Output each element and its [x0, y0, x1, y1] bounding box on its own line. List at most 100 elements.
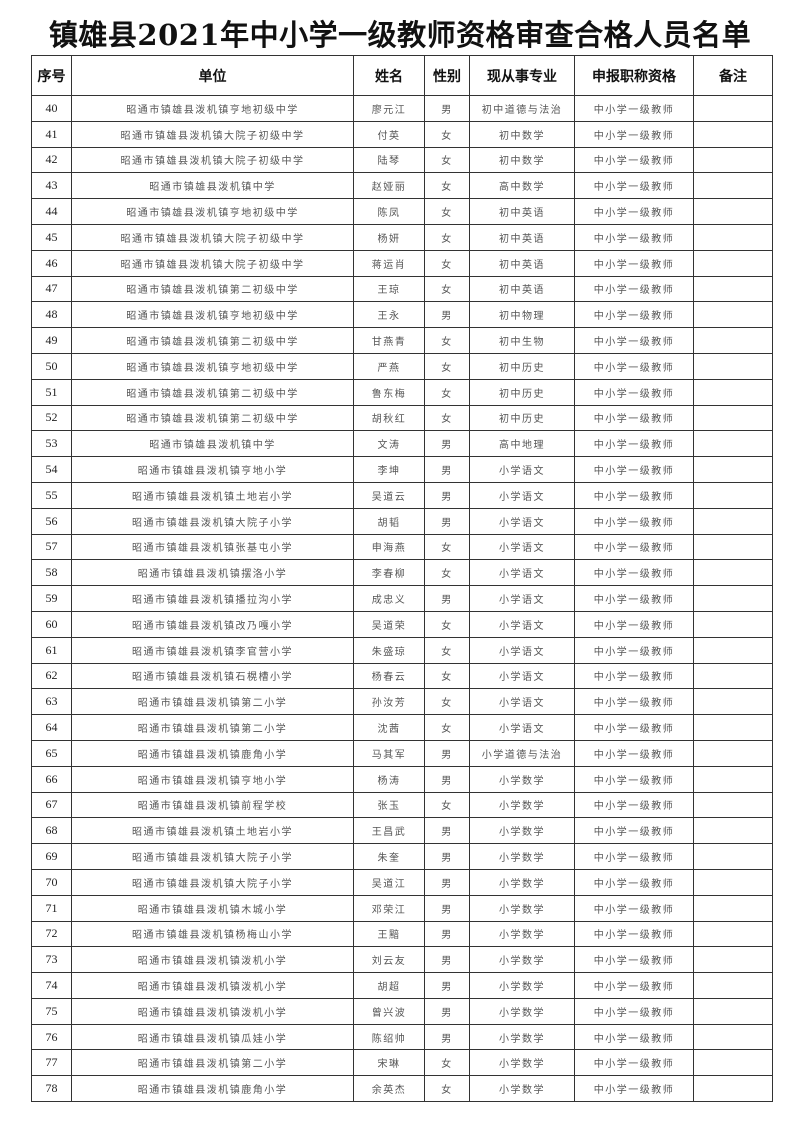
- cell-unit: 昭通市镇雄县泼机镇大院子小学: [71, 868, 354, 896]
- cell-no: 77: [31, 1049, 72, 1077]
- cell-note: [693, 739, 773, 767]
- table-row: 53 昭通市镇雄县泼机镇中学 文涛男高中地理 中小学一级教师: [31, 430, 773, 458]
- cell-title: 中小学一级教师: [574, 533, 694, 561]
- cell-name: 王琼: [353, 275, 425, 303]
- cell-name: 申海燕: [353, 533, 425, 561]
- cell-gender: 女: [424, 146, 470, 174]
- cell-gender: 女: [424, 662, 470, 690]
- cell-gender: 女: [424, 198, 470, 225]
- header-gender: 性别: [424, 55, 470, 96]
- cell-gender: 女: [424, 378, 470, 406]
- cell-major: 小学数学: [469, 791, 575, 819]
- cell-no: 43: [31, 172, 72, 200]
- cell-unit: 昭通市镇雄县泼机镇泼机小学: [71, 972, 354, 999]
- cell-note: [693, 636, 773, 664]
- table-row: 58 昭通市镇雄县泼机镇摆洛小学 李春柳女小学语文 中小学一级教师: [31, 559, 773, 587]
- table-row: 76 昭通市镇雄县泼机镇瓜娃小学 陈绍帅男小学数学 中小学一级教师: [31, 1023, 773, 1051]
- cell-unit: 昭通市镇雄县泼机镇第二小学: [71, 714, 354, 741]
- table-row: 70 昭通市镇雄县泼机镇大院子小学 吴道江男小学数学 中小学一级教师: [31, 868, 773, 896]
- table-row: 67 昭通市镇雄县泼机镇前程学校 张玉女小学数学 中小学一级教师: [31, 791, 773, 819]
- cell-gender: 男: [424, 430, 470, 458]
- cell-note: [693, 817, 773, 845]
- cell-major: 小学数学: [469, 1049, 575, 1077]
- cell-unit: 昭通市镇雄县泼机镇大院子小学: [71, 843, 354, 870]
- table-row: 47 昭通市镇雄县泼机镇第二初级中学 王琼女初中英语 中小学一级教师: [31, 275, 773, 303]
- header-note: 备注: [693, 55, 773, 96]
- cell-name: 刘云友: [353, 946, 425, 974]
- cell-no: 67: [31, 791, 72, 819]
- cell-unit: 昭通市镇雄县泼机镇亨地初级中学: [71, 95, 354, 122]
- table-row: 78 昭通市镇雄县泼机镇鹿角小学 余英杰女小学数学 中小学一级教师: [31, 1075, 773, 1103]
- cell-name: 廖元江: [353, 95, 425, 122]
- cell-no: 46: [31, 249, 72, 277]
- cell-no: 53: [31, 430, 72, 458]
- cell-major: 小学语文: [469, 559, 575, 587]
- cell-note: [693, 946, 773, 974]
- cell-unit: 昭通市镇雄县泼机镇石榥槽小学: [71, 662, 354, 690]
- cell-major: 小学语文: [469, 662, 575, 690]
- cell-gender: 男: [424, 997, 470, 1025]
- cell-name: 杨涛: [353, 765, 425, 793]
- table-row: 42 昭通市镇雄县泼机镇大院子初级中学 陆琴女初中数学 中小学一级教师: [31, 146, 773, 174]
- cell-major: 小学道德与法治: [469, 739, 575, 767]
- cell-note: [693, 559, 773, 587]
- cell-name: 吴道江: [353, 868, 425, 896]
- cell-gender: 男: [424, 946, 470, 974]
- cell-note: [693, 997, 773, 1025]
- cell-unit: 昭通市镇雄县泼机镇泼机小学: [71, 997, 354, 1025]
- table-row: 77 昭通市镇雄县泼机镇第二小学 宋琳女小学数学 中小学一级教师: [31, 1049, 773, 1077]
- cell-title: 中小学一级教师: [574, 610, 694, 638]
- table-header-row: 序号 单位 姓名 性别 现从事专业 申报职称资格 备注: [31, 55, 773, 96]
- table-row: 50 昭通市镇雄县泼机镇亨地初级中学 严燕女初中历史 中小学一级教师: [31, 352, 773, 380]
- cell-no: 71: [31, 894, 72, 922]
- cell-name: 胡韬: [353, 507, 425, 535]
- table-row: 45 昭通市镇雄县泼机镇大院子初级中学 杨妍女初中英语 中小学一级教师: [31, 223, 773, 251]
- cell-gender: 女: [424, 352, 470, 380]
- cell-major: 小学数学: [469, 997, 575, 1025]
- cell-no: 41: [31, 120, 72, 148]
- cell-no: 72: [31, 920, 72, 948]
- cell-no: 50: [31, 352, 72, 380]
- cell-name: 陈凤: [353, 198, 425, 225]
- cell-name: 胡超: [353, 972, 425, 999]
- cell-title: 中小学一级教师: [574, 249, 694, 277]
- table-row: 56 昭通市镇雄县泼机镇大院子小学 胡韬男小学语文 中小学一级教师: [31, 507, 773, 535]
- cell-note: [693, 688, 773, 716]
- table-row: 74 昭通市镇雄县泼机镇泼机小学 胡超男小学数学 中小学一级教师: [31, 972, 773, 999]
- cell-title: 中小学一级教师: [574, 146, 694, 174]
- cell-name: 张玉: [353, 791, 425, 819]
- cell-name: 赵娅丽: [353, 172, 425, 200]
- cell-unit: 昭通市镇雄县泼机镇泼机小学: [71, 946, 354, 974]
- cell-gender: 女: [424, 172, 470, 200]
- cell-note: [693, 146, 773, 174]
- cell-no: 44: [31, 198, 72, 225]
- cell-note: [693, 1049, 773, 1077]
- table-row: 69 昭通市镇雄县泼机镇大院子小学 朱奎男小学数学 中小学一级教师: [31, 843, 773, 870]
- cell-unit: 昭通市镇雄县泼机镇摆洛小学: [71, 559, 354, 587]
- cell-name: 朱盛琼: [353, 636, 425, 664]
- cell-name: 胡秋红: [353, 404, 425, 432]
- cell-title: 中小学一级教师: [574, 95, 694, 122]
- cell-note: [693, 894, 773, 922]
- cell-note: [693, 275, 773, 303]
- table-row: 61 昭通市镇雄县泼机镇李官营小学 朱盛琼女小学语文 中小学一级教师: [31, 636, 773, 664]
- cell-note: [693, 662, 773, 690]
- cell-note: [693, 430, 773, 458]
- cell-major: 小学语文: [469, 507, 575, 535]
- cell-note: [693, 920, 773, 948]
- cell-note: [693, 223, 773, 251]
- cell-major: 初中英语: [469, 198, 575, 225]
- cell-major: 初中数学: [469, 120, 575, 148]
- cell-note: [693, 481, 773, 509]
- cell-title: 中小学一级教师: [574, 327, 694, 354]
- cell-name: 王永: [353, 301, 425, 329]
- cell-no: 49: [31, 327, 72, 354]
- cell-name: 朱奎: [353, 843, 425, 870]
- cell-no: 45: [31, 223, 72, 251]
- cell-title: 中小学一级教师: [574, 894, 694, 922]
- table-row: 62 昭通市镇雄县泼机镇石榥槽小学 杨春云女小学语文 中小学一级教师: [31, 662, 773, 690]
- cell-title: 中小学一级教师: [574, 378, 694, 406]
- cell-name: 鲁东梅: [353, 378, 425, 406]
- cell-no: 55: [31, 481, 72, 509]
- cell-no: 40: [31, 95, 72, 122]
